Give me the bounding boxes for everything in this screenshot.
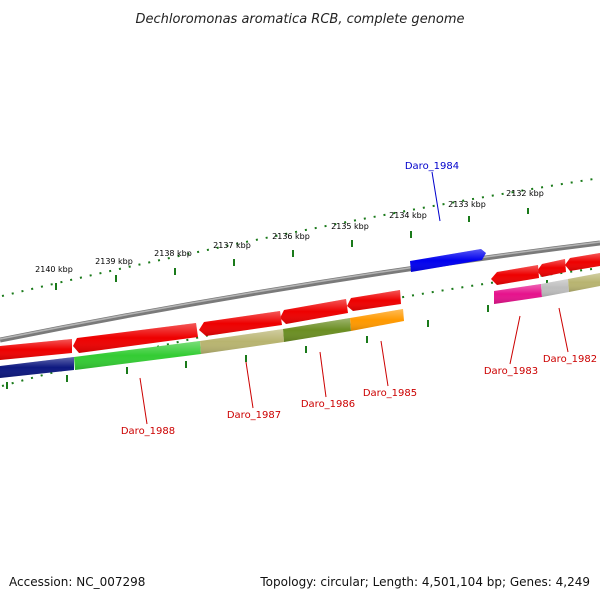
map-title: Dechloromonas aromatica RCB, complete ge…: [135, 12, 464, 27]
scale-label-2134: 2134 kbp: [389, 211, 427, 220]
gene-label-daro-1985[interactable]: Daro_1985: [363, 388, 417, 399]
gene-label-daro-1983[interactable]: Daro_1983: [484, 366, 538, 377]
gene-daro-1984-feature[interactable]: [410, 249, 486, 272]
accession-text: Accession: NC_007298: [9, 575, 145, 589]
scale-label-2135: 2135 kbp: [331, 222, 369, 231]
scale-label-2133: 2133 kbp: [448, 200, 486, 209]
genome-summary-text: Topology: circular; Length: 4,501,104 bp…: [259, 575, 590, 589]
scale-label-2138: 2138 kbp: [154, 249, 192, 258]
gene-label-daro-1988[interactable]: Daro_1988: [121, 426, 175, 437]
gene-label-daro-1987[interactable]: Daro_1987: [227, 410, 281, 421]
scale-labels: 2132 kbp 2133 kbp 2134 kbp 2135 kbp 2136…: [35, 189, 544, 274]
scale-label-2139: 2139 kbp: [95, 257, 133, 266]
label-leader-lines: [139, 171, 569, 425]
reverse-strand-genes[interactable]: [0, 253, 600, 360]
outer-major-ticks: [55, 208, 529, 290]
scale-label-2140: 2140 kbp: [35, 265, 73, 274]
gene-label-daro-1986[interactable]: Daro_1986: [301, 399, 355, 410]
scale-label-2132: 2132 kbp: [506, 189, 544, 198]
scale-label-2136: 2136 kbp: [272, 232, 310, 241]
genome-backbone: [0, 240, 600, 343]
gene-label-daro-1982[interactable]: Daro_1982: [543, 354, 597, 365]
gene-label-daro-1984[interactable]: Daro_1984: [405, 161, 459, 172]
scale-label-2137: 2137 kbp: [213, 241, 251, 250]
cog-category-band: [0, 273, 600, 378]
